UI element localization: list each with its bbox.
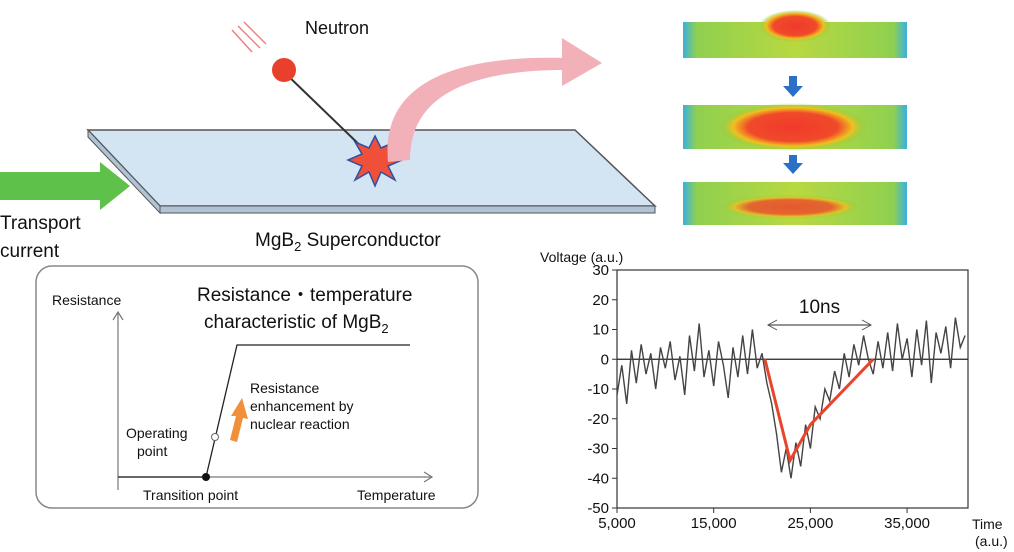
text: Superconductor xyxy=(301,230,441,251)
signal-arrow xyxy=(387,57,565,162)
text: characteristic of MgB xyxy=(204,312,381,333)
subscript: 2 xyxy=(381,321,388,336)
span-arrow-head xyxy=(861,319,873,331)
operating-label: Operating xyxy=(126,425,187,441)
y-axis-label: Voltage (a.u.) xyxy=(540,249,623,265)
span-label: 10ns xyxy=(799,297,840,318)
y-tick-label: -10 xyxy=(587,381,609,398)
enhance-label: enhancement by xyxy=(250,398,354,414)
current-arrow xyxy=(0,162,130,210)
neutron-ball xyxy=(272,58,296,82)
inset-title: characteristic of MgB2 xyxy=(204,312,389,336)
trace xyxy=(763,358,875,465)
enhance-arrow xyxy=(230,398,248,442)
x-tick-label: 5,000 xyxy=(598,515,636,532)
heatmaps xyxy=(683,10,907,225)
current-label: Transport xyxy=(0,213,81,234)
neutron-track xyxy=(283,71,371,156)
inset-box xyxy=(35,265,479,509)
signal-arrow-head xyxy=(562,38,602,86)
x-axis-label: Time xyxy=(972,516,1003,532)
operating-dot xyxy=(211,433,219,441)
text: MgB xyxy=(255,230,294,251)
y-tick-label: 20 xyxy=(592,292,609,309)
span-arrow-head xyxy=(766,319,778,331)
inset-y-label: Resistance xyxy=(52,292,121,308)
y-tick-label: 10 xyxy=(592,322,609,339)
inset-title: Resistance・temperature xyxy=(197,285,412,306)
x-axis-label: (a.u.) xyxy=(975,533,1008,549)
neutron-rays xyxy=(231,21,267,53)
y-tick-label: -20 xyxy=(587,411,609,428)
y-tick-label: 30 xyxy=(592,262,609,279)
operating-label: point xyxy=(137,443,167,459)
inset-x-label: Temperature xyxy=(357,487,436,503)
transition-label: Transition point xyxy=(143,487,238,503)
y-tick-label: -50 xyxy=(587,500,609,517)
enhance-label: Resistance xyxy=(250,380,319,396)
y-tick-label: 0 xyxy=(601,351,609,368)
y-tick-label: -40 xyxy=(587,470,609,487)
trace xyxy=(616,317,966,479)
x-tick-label: 15,000 xyxy=(691,515,737,532)
subscript: 2 xyxy=(294,239,301,254)
plate-edge xyxy=(159,205,656,214)
superconductor-label: MgB2 Superconductor xyxy=(255,230,441,254)
neutron-label: Neutron xyxy=(305,18,369,38)
voltage-chart: Voltage (a.u.) Time (a.u.) 30 20 10 0 -10 -20… xyxy=(540,249,1008,549)
transition-dot xyxy=(202,473,210,481)
current-label: current xyxy=(0,241,60,262)
x-tick-label: 35,000 xyxy=(884,515,930,532)
x-tick-label: 25,000 xyxy=(787,515,833,532)
enhance-label: nuclear reaction xyxy=(250,416,350,432)
y-tick-label: -30 xyxy=(587,441,609,458)
rt-curve xyxy=(118,344,410,478)
